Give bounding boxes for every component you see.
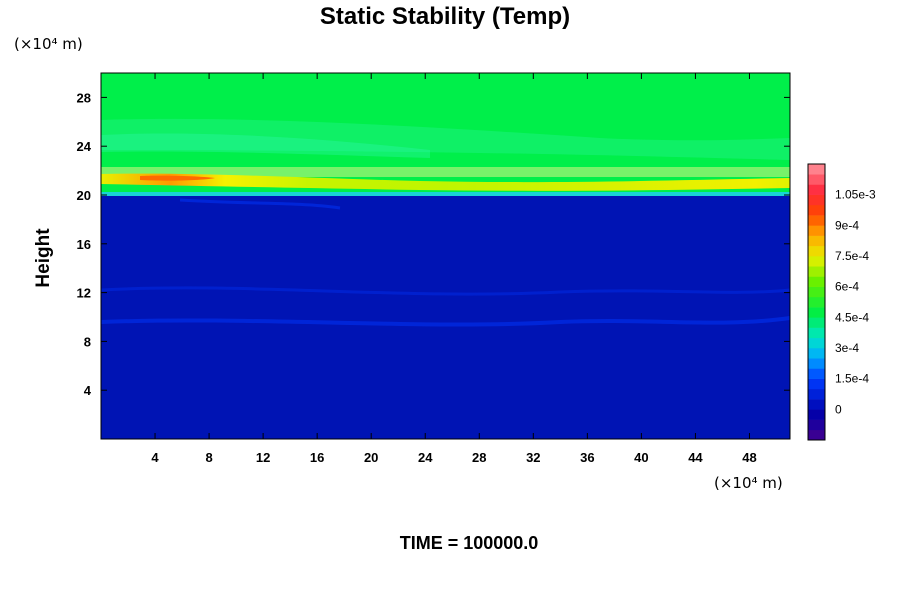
x-tick-label: 24 — [418, 450, 433, 465]
colorbar-segment — [808, 164, 825, 175]
y-tick-label: 8 — [84, 334, 91, 349]
field-wave-pattern-2 — [101, 316, 790, 327]
colorbar-segment — [808, 327, 825, 339]
colorbar-segment — [808, 174, 825, 185]
x-tick-label: 4 — [151, 450, 159, 465]
colorbar-segment — [808, 286, 825, 298]
colorbar-tick-label: 9e-4 — [835, 218, 859, 232]
field-transition-band — [101, 167, 790, 177]
x-unit-label: (×10⁴ m) — [714, 474, 783, 492]
colorbar-tick-label: 1.5e-4 — [835, 372, 869, 386]
y-tick-label: 16 — [77, 237, 91, 252]
field-lower-layer — [101, 196, 790, 439]
field-cyan-edge — [101, 192, 790, 196]
colorbar-segment — [808, 225, 825, 236]
y-unit-label: (×10⁴ m) — [14, 35, 83, 53]
colorbar-tick-label: 4.5e-4 — [835, 310, 869, 324]
y-tick-label: 20 — [77, 188, 91, 203]
colorbar-segment — [808, 266, 825, 277]
time-annotation: TIME = 100000.0 — [400, 533, 539, 553]
colorbar-segment — [808, 256, 825, 267]
colorbar-tick-label: 1.05e-3 — [835, 188, 876, 202]
colorbar-segment — [808, 215, 825, 226]
colorbar-frame — [807, 163, 826, 441]
x-tick-label: 48 — [742, 450, 756, 465]
x-tick-label: 8 — [205, 450, 212, 465]
field-upper-streak — [101, 118, 790, 160]
x-tick-label: 36 — [580, 450, 594, 465]
colorbar-segment — [808, 378, 825, 390]
colorbar-segment — [808, 348, 825, 359]
field-stable-band — [101, 173, 790, 191]
y-tick-label: 4 — [84, 383, 92, 398]
x-tick-label: 40 — [634, 450, 648, 465]
colorbar-segment — [808, 245, 825, 257]
field-upper-streak-2 — [101, 133, 430, 158]
colorbar-segment — [808, 296, 825, 308]
plot-area — [101, 73, 790, 439]
field-wave-pattern-1 — [101, 286, 790, 296]
x-tick-label: 28 — [472, 450, 486, 465]
colorbar-tick-label: 3e-4 — [835, 341, 859, 355]
x-ticks: 4 8 12 16 20 24 28 32 36 40 44 48 — [151, 73, 757, 465]
field-stable-core — [140, 175, 215, 181]
chart-title: Static Stability (Temp) — [320, 3, 570, 30]
colorbar-segment — [808, 276, 825, 287]
colorbar-tick-label: 6e-4 — [835, 280, 859, 294]
colorbar-segment — [808, 358, 825, 369]
colorbar-segment — [808, 317, 825, 328]
colorbar-segment — [808, 388, 825, 400]
colorbar-segment — [808, 184, 825, 195]
x-tick-label: 12 — [256, 450, 270, 465]
colorbar-segment — [808, 368, 825, 379]
x-tick-label: 32 — [526, 450, 540, 465]
y-axis-label: Height — [33, 228, 54, 288]
x-tick-label: 20 — [364, 450, 378, 465]
colorbar-segment — [808, 337, 825, 349]
colorbar-tick-label: 7.5e-4 — [835, 249, 869, 263]
x-tick-label: 44 — [688, 450, 703, 465]
colorbar-segment — [808, 429, 825, 441]
colorbar-segment — [808, 409, 825, 420]
field-wave-pattern-3 — [179, 198, 341, 210]
colorbar: 0 1.5e-4 3e-4 4.5e-4 6e-4 7.5e-4 9e-4 1.05e-3 — [807, 163, 876, 441]
colorbar-segment — [808, 419, 825, 431]
x-tick-label: 16 — [310, 450, 324, 465]
colorbar-segment — [808, 235, 825, 247]
plot-frame — [100, 72, 791, 440]
y-tick-label: 12 — [77, 286, 91, 301]
colorbar-tick-label: 0 — [835, 402, 842, 416]
y-ticks: 4 8 12 16 20 24 28 — [77, 90, 790, 398]
y-tick-label: 24 — [77, 139, 92, 154]
colorbar-segment — [808, 307, 825, 318]
y-tick-label: 28 — [77, 90, 91, 105]
colorbar-segment — [808, 194, 825, 206]
colorbar-segment — [808, 204, 825, 216]
colorbar-segment — [808, 399, 825, 410]
